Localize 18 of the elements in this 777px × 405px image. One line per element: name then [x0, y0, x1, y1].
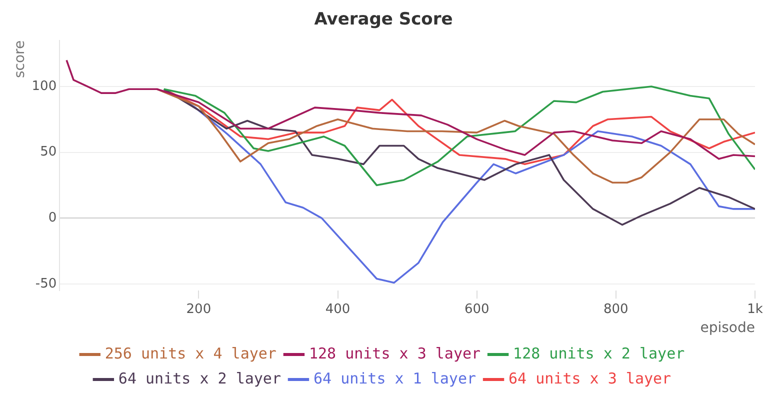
legend-label: 64 units x 3 layer — [508, 369, 672, 388]
chart-title: Average Score — [314, 10, 453, 30]
y-tick-label: 50 — [40, 144, 57, 160]
legend-label: 128 units x 2 layer — [513, 344, 685, 362]
x-tick-label: 400 — [325, 302, 350, 317]
x-tick-label: 200 — [186, 302, 212, 317]
legend-label: 64 units x 1 layer — [313, 369, 476, 388]
x-tick-label: 1k — [747, 302, 764, 317]
y-axis-title: score — [12, 40, 28, 78]
x-tick-label: 600 — [464, 302, 490, 317]
y-tick-label: 0 — [48, 210, 57, 226]
x-axis-title: episode — [700, 320, 755, 336]
legend-label: 256 units x 4 layer — [104, 344, 276, 362]
legend-label: 64 units x 2 layer — [118, 369, 281, 388]
x-tick-label: 800 — [604, 302, 628, 317]
y-tick-label: -50 — [35, 276, 57, 292]
legend-label: 128 units x 3 layer — [308, 344, 481, 362]
y-tick-label: 100 — [32, 78, 57, 94]
